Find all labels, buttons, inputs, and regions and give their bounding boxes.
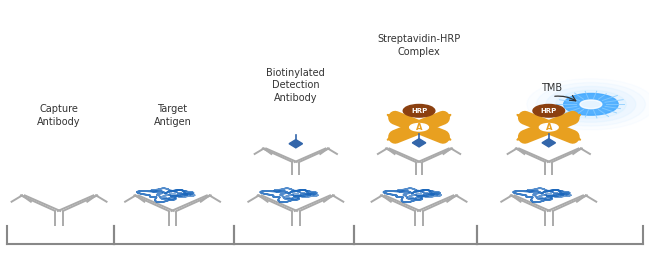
Polygon shape <box>289 140 302 148</box>
Polygon shape <box>439 115 451 119</box>
Polygon shape <box>412 139 426 147</box>
Text: A: A <box>545 123 552 132</box>
Text: Streptavidin-HRP
Complex: Streptavidin-HRP Complex <box>378 34 461 57</box>
Circle shape <box>540 124 558 131</box>
Circle shape <box>580 100 602 109</box>
Text: HRP: HRP <box>411 108 427 114</box>
Circle shape <box>410 124 428 131</box>
Polygon shape <box>517 135 529 140</box>
Polygon shape <box>517 115 529 119</box>
Circle shape <box>564 93 618 115</box>
Text: Biotinylated
Detection
Antibody: Biotinylated Detection Antibody <box>266 68 325 103</box>
Polygon shape <box>439 135 451 140</box>
Text: A: A <box>416 123 422 132</box>
Circle shape <box>546 86 636 122</box>
Circle shape <box>556 90 627 119</box>
Circle shape <box>533 105 565 117</box>
Circle shape <box>403 105 435 117</box>
Circle shape <box>536 83 645 126</box>
Text: HRP: HRP <box>541 108 557 114</box>
Text: TMB: TMB <box>541 83 563 93</box>
Text: Capture
Antibody: Capture Antibody <box>37 104 81 127</box>
Polygon shape <box>569 115 580 119</box>
Text: Target
Antigen: Target Antigen <box>153 104 192 127</box>
Polygon shape <box>569 135 580 140</box>
Polygon shape <box>387 115 399 119</box>
Polygon shape <box>387 135 399 140</box>
Polygon shape <box>542 139 556 147</box>
